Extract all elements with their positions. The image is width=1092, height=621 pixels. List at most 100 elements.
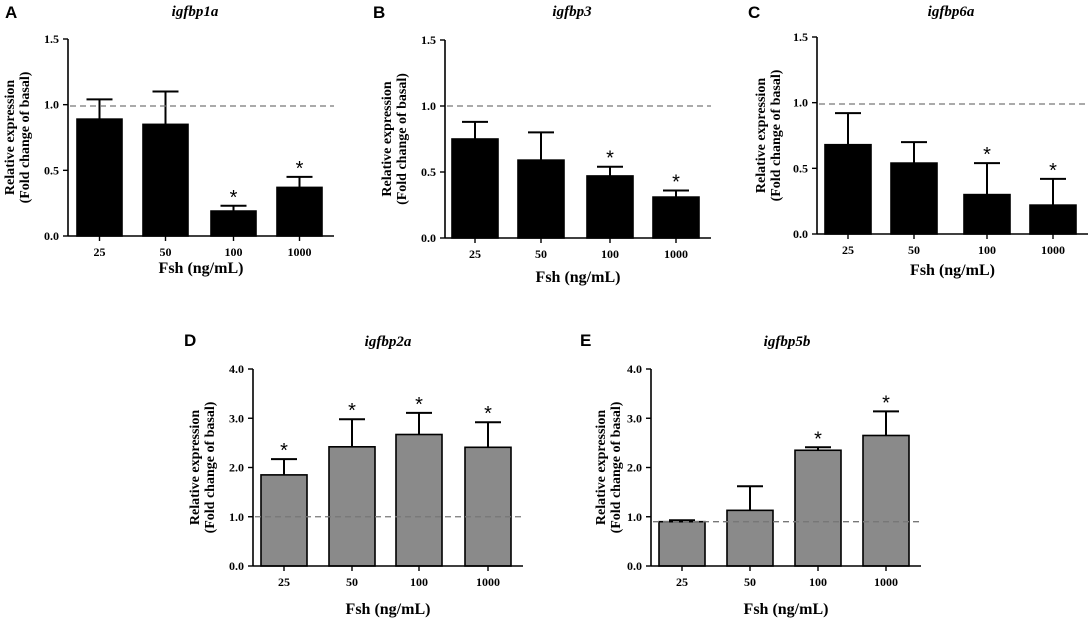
chart-title: igfbp5b bbox=[764, 334, 811, 350]
x-tick-label: 50 bbox=[346, 575, 358, 589]
y-axis-label-line1: Relative expression bbox=[754, 78, 769, 193]
bar bbox=[963, 193, 1011, 235]
x-tick-label: 50 bbox=[908, 243, 920, 257]
x-tick-label: 50 bbox=[744, 575, 756, 589]
panel-letter: A bbox=[5, 3, 17, 22]
significance-star: * bbox=[230, 187, 238, 209]
significance-star: * bbox=[415, 394, 423, 416]
significance-star: * bbox=[1049, 160, 1057, 182]
x-tick-label: 100 bbox=[978, 243, 996, 257]
y-axis-label-line1: Relative expression bbox=[594, 410, 609, 525]
y-tick-label: 1.0 bbox=[793, 96, 808, 110]
y-axis-label-line2: (Fold change of basal) bbox=[203, 401, 218, 533]
x-tick-label: 1000 bbox=[476, 575, 500, 589]
bar bbox=[395, 433, 443, 567]
significance-star: * bbox=[296, 158, 304, 180]
y-tick-label: 0.5 bbox=[421, 165, 436, 179]
x-axis-title: Fsh (ng/mL) bbox=[910, 262, 995, 279]
y-tick-label: 0.0 bbox=[44, 229, 59, 243]
y-tick-label: 1.0 bbox=[421, 99, 436, 113]
y-axis-label-line2: (Fold change of basal) bbox=[609, 401, 624, 533]
y-tick-label: 4.0 bbox=[229, 362, 244, 376]
significance-star: * bbox=[280, 440, 288, 462]
y-tick-label: 0.0 bbox=[229, 559, 244, 573]
y-tick-label: 3.0 bbox=[627, 411, 642, 425]
x-tick-label: 50 bbox=[160, 245, 172, 259]
chart-title: igfbp3 bbox=[552, 4, 592, 20]
significance-star: * bbox=[484, 403, 492, 425]
x-axis-title: Fsh (ng/mL) bbox=[744, 601, 829, 618]
x-axis-title: Fsh (ng/mL) bbox=[536, 269, 621, 286]
x-tick-label: 1000 bbox=[1041, 243, 1065, 257]
significance-star: * bbox=[983, 144, 991, 166]
y-axis-label-line2: (Fold change of basal) bbox=[395, 73, 410, 205]
panel-letter: C bbox=[748, 3, 760, 22]
y-tick-label: 1.5 bbox=[421, 33, 436, 47]
chart-title: igfbp6a bbox=[928, 4, 975, 20]
y-axis-label-line1: Relative expression bbox=[3, 80, 18, 195]
y-tick-label: 2.0 bbox=[229, 461, 244, 475]
chart-title: igfbp1a bbox=[172, 4, 219, 20]
x-tick-label: 1000 bbox=[874, 575, 898, 589]
significance-star: * bbox=[672, 171, 680, 193]
significance-star: * bbox=[882, 392, 890, 414]
y-tick-label: 0.5 bbox=[793, 161, 808, 175]
bar bbox=[862, 434, 910, 567]
bar bbox=[794, 449, 842, 567]
bar bbox=[142, 123, 189, 237]
panel-letter: E bbox=[580, 331, 591, 350]
bar bbox=[726, 509, 774, 567]
panel-letter: D bbox=[184, 331, 196, 350]
bar bbox=[210, 210, 257, 237]
x-tick-label: 25 bbox=[278, 575, 290, 589]
bar bbox=[890, 162, 938, 235]
significance-star: * bbox=[348, 400, 356, 422]
bar bbox=[328, 446, 376, 567]
significance-star: * bbox=[814, 428, 822, 450]
y-tick-label: 0.0 bbox=[421, 231, 436, 245]
panel-letter: B bbox=[373, 3, 385, 22]
bar bbox=[1029, 204, 1077, 235]
y-axis-label-line2: (Fold change of basal) bbox=[18, 71, 33, 203]
bar bbox=[276, 186, 323, 237]
y-tick-label: 0.0 bbox=[793, 227, 808, 241]
bar bbox=[652, 196, 700, 239]
x-tick-label: 100 bbox=[225, 245, 243, 259]
x-tick-label: 50 bbox=[535, 247, 547, 261]
x-axis-title: Fsh (ng/mL) bbox=[346, 601, 431, 618]
significance-star: * bbox=[606, 148, 614, 170]
y-tick-label: 4.0 bbox=[627, 362, 642, 376]
y-axis-label-line2: (Fold change of basal) bbox=[769, 69, 784, 201]
y-axis-label-line1: Relative expression bbox=[188, 410, 203, 525]
bar bbox=[658, 520, 706, 567]
x-axis-title: Fsh (ng/mL) bbox=[159, 260, 244, 277]
x-tick-label: 100 bbox=[601, 247, 619, 261]
x-tick-label: 25 bbox=[842, 243, 854, 257]
bar bbox=[451, 138, 499, 239]
y-tick-label: 1.5 bbox=[793, 30, 808, 44]
bar bbox=[517, 159, 565, 239]
x-tick-label: 100 bbox=[809, 575, 827, 589]
bar bbox=[260, 474, 308, 567]
x-tick-label: 1000 bbox=[288, 245, 312, 259]
y-tick-label: 1.0 bbox=[44, 98, 59, 112]
chart-title: igfbp2a bbox=[365, 334, 412, 350]
x-tick-label: 100 bbox=[410, 575, 428, 589]
y-tick-label: 0.0 bbox=[627, 559, 642, 573]
y-axis-label-line1: Relative expression bbox=[380, 81, 395, 196]
x-tick-label: 1000 bbox=[664, 247, 688, 261]
y-tick-label: 1.0 bbox=[229, 510, 244, 524]
x-tick-label: 25 bbox=[94, 245, 106, 259]
y-tick-label: 2.0 bbox=[627, 461, 642, 475]
y-tick-label: 1.5 bbox=[44, 32, 59, 46]
bar bbox=[824, 143, 872, 235]
x-tick-label: 25 bbox=[469, 247, 481, 261]
bar bbox=[464, 446, 512, 567]
bar bbox=[76, 118, 123, 237]
y-tick-label: 0.5 bbox=[44, 163, 59, 177]
